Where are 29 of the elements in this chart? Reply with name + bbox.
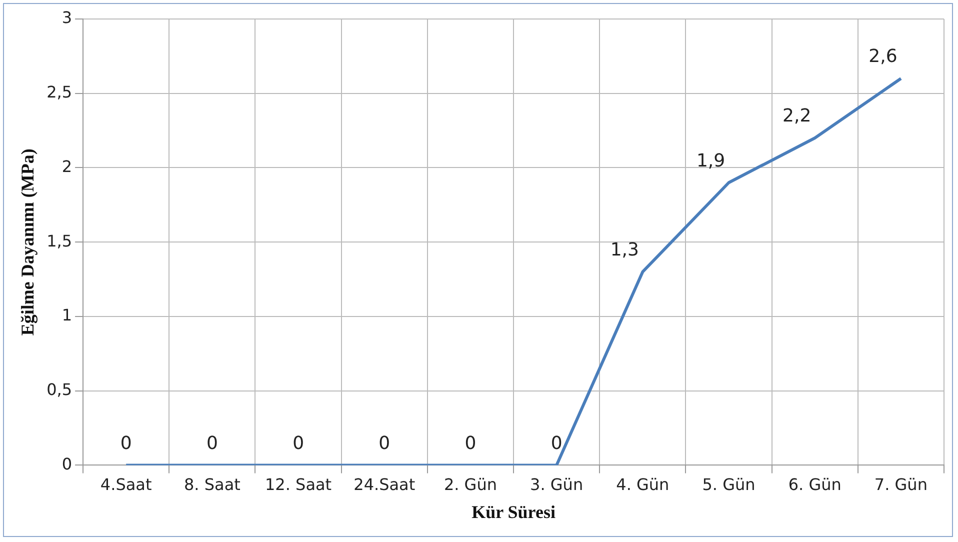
data-label: 0: [550, 432, 562, 454]
data-label: 0: [292, 432, 304, 454]
x-tick-label: 4.Saat: [100, 474, 152, 494]
data-label: 0: [120, 432, 132, 454]
x-tick-label: 3. Gün: [530, 474, 584, 494]
x-tick-label: 24.Saat: [354, 474, 416, 494]
y-tick-label: 1,5: [46, 231, 72, 250]
x-tick-label: 8. Saat: [184, 474, 240, 494]
x-tick-label: 4. Gün: [616, 474, 670, 494]
data-label: 2,6: [868, 46, 898, 68]
x-tick-label: 5. Gün: [702, 474, 756, 494]
y-tick-label: 1: [62, 306, 72, 325]
data-label: 2,2: [782, 106, 812, 127]
y-tick-label: 0,5: [46, 380, 72, 399]
data-label: 1,9: [696, 150, 726, 172]
x-axis-title: Kür Süresi: [472, 502, 556, 522]
y-tick-label: 3: [62, 8, 72, 28]
data-label: 0: [206, 432, 218, 454]
x-tick-label: 6. Gün: [788, 474, 842, 494]
y-tick-label: 2,5: [46, 82, 72, 102]
data-label: 0: [464, 432, 476, 454]
data-label: 1,3: [610, 240, 639, 261]
x-tick-label: 7. Gün: [874, 474, 928, 494]
y-tick-label: 0: [62, 454, 72, 474]
y-tick-label: 2: [62, 156, 72, 176]
data-label: 0: [378, 432, 390, 454]
x-tick-label: 2. Gün: [444, 474, 497, 494]
y-axis-title: Eğilme Dayanımı (MPa): [17, 148, 38, 336]
x-tick-label: 12. Saat: [264, 474, 332, 494]
